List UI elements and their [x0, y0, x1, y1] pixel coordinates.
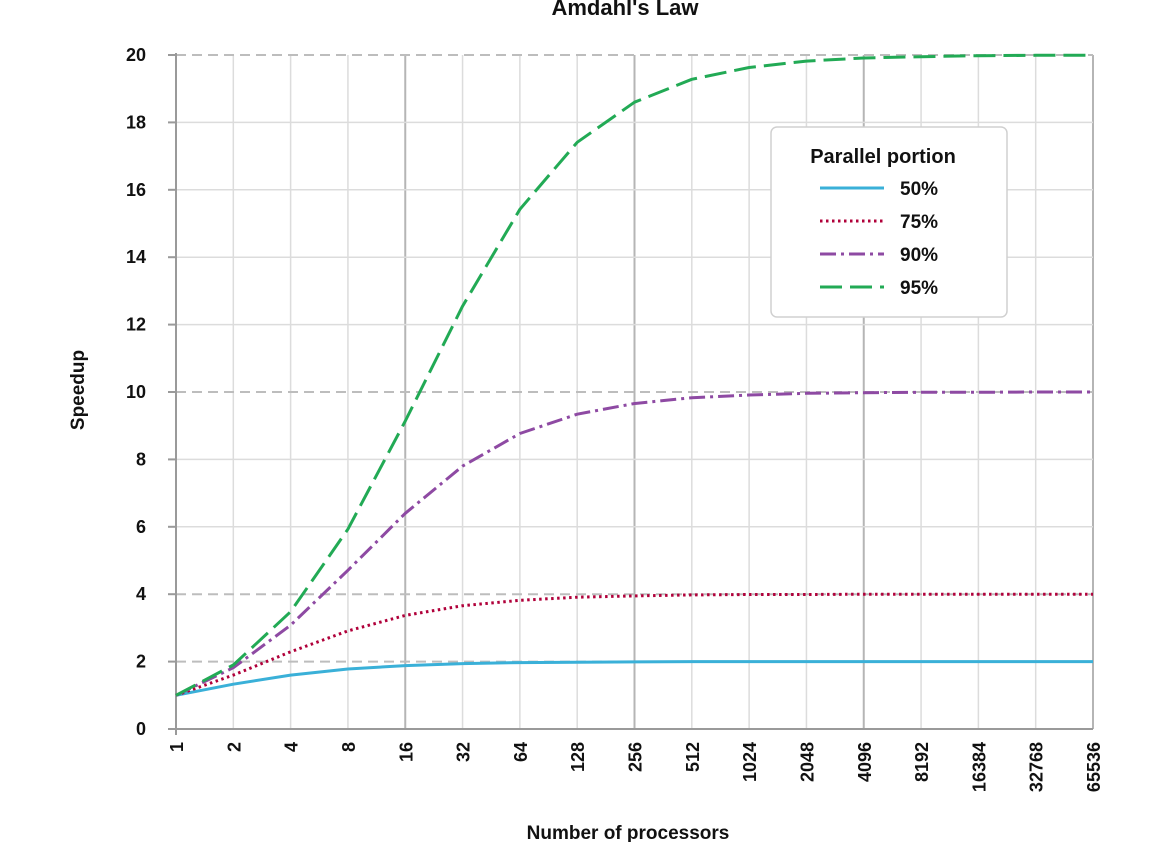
- x-axis-title: Number of processors: [527, 823, 730, 842]
- x-tick-label: 2048: [797, 742, 817, 782]
- x-tick-label: 8: [339, 742, 359, 752]
- series-lines: [175, 53, 1093, 697]
- y-tick-label: 4: [136, 584, 146, 604]
- y-tick-label: 0: [136, 719, 146, 739]
- x-tick-label: 8192: [912, 742, 932, 782]
- y-tick-label: 16: [126, 180, 146, 200]
- chart-title: Amdahl's Law: [551, 0, 699, 20]
- x-tick-label: 2: [224, 742, 244, 752]
- y-axis-title: Speedup: [68, 350, 89, 430]
- series-line-95pct: [175, 53, 1093, 697]
- legend-label: 75%: [900, 212, 938, 233]
- x-tick-labels: 1 2 4 8 16 32 64 128 256 512 1024 2048 4096 8192 16384…: [167, 742, 1104, 792]
- axes: [168, 53, 1093, 735]
- legend-box: [770, 126, 1008, 318]
- x-tick-label: 64: [511, 742, 531, 762]
- x-tick-label: 512: [683, 742, 703, 772]
- y-tick-label: 14: [126, 247, 146, 267]
- y-tick-label: 10: [126, 382, 146, 402]
- y-tick-labels: 0 2 4 6 8 10 12 14 16 18 20: [126, 45, 146, 739]
- y-tick-label: 8: [136, 449, 146, 469]
- x-tick-label: 256: [626, 742, 646, 772]
- y-tick-label: 18: [126, 112, 146, 132]
- x-tick-label: 1: [167, 742, 187, 752]
- y-tick-label: 20: [126, 45, 146, 65]
- legend-label: 50%: [900, 179, 938, 200]
- x-tick-label: 16: [396, 742, 416, 762]
- series-line-75pct: [175, 592, 1093, 697]
- x-tick-label: 16384: [969, 742, 989, 792]
- series-line-90pct: [175, 390, 1093, 697]
- series-line-50pct: [175, 660, 1093, 697]
- legend: Parallel portion 50% 75% 90% 95%: [770, 126, 1008, 318]
- y-tick-label: 6: [136, 517, 146, 537]
- legend-label: 90%: [900, 245, 938, 266]
- x-tick-label: 128: [568, 742, 588, 772]
- y-tick-label: 12: [126, 315, 146, 335]
- x-tick-label: 32768: [1027, 742, 1047, 792]
- x-tick-label: 1024: [740, 742, 760, 782]
- legend-items: 50% 75% 90% 95%: [820, 179, 938, 299]
- y-tick-label: 2: [136, 652, 146, 672]
- x-tick-label: 4: [282, 742, 302, 752]
- x-tick-label: 32: [454, 742, 474, 762]
- legend-label: 95%: [900, 278, 938, 299]
- x-tick-label: 65536: [1084, 742, 1104, 792]
- legend-title: Parallel portion: [810, 146, 956, 168]
- x-tick-label: 4096: [855, 742, 875, 782]
